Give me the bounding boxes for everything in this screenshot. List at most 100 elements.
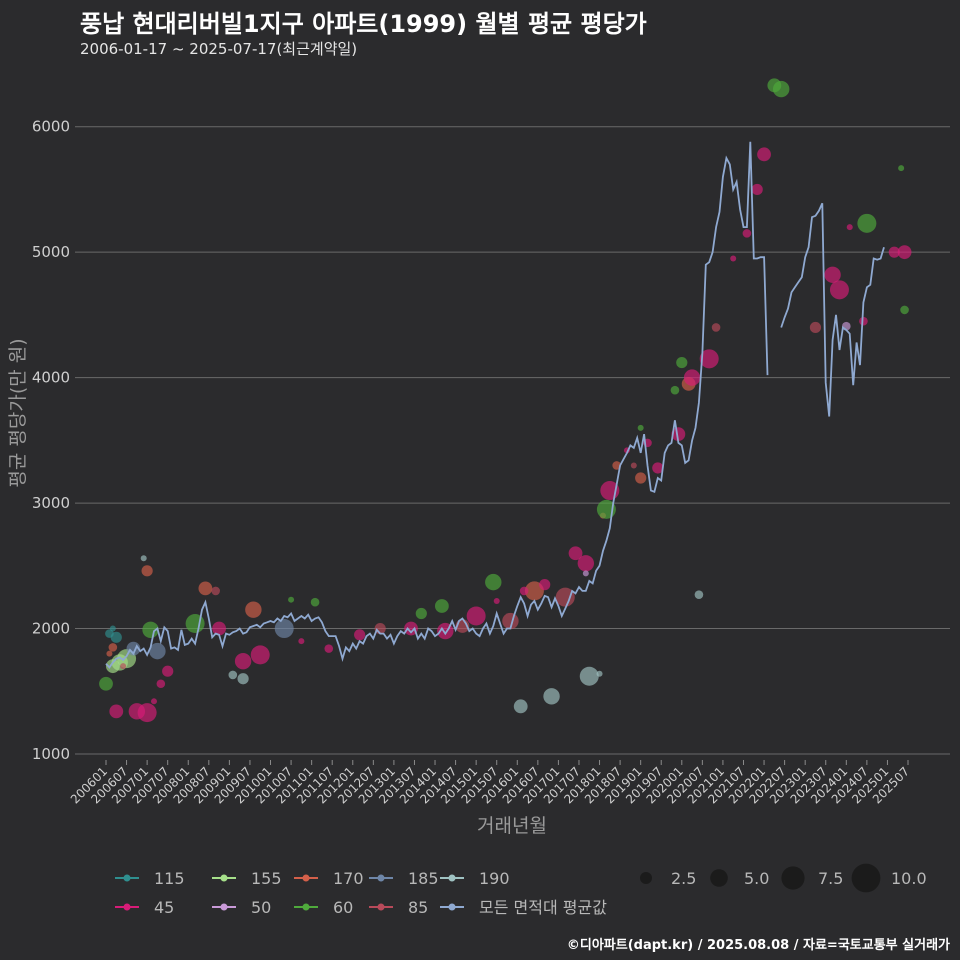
data-point (99, 676, 113, 691)
data-point (888, 246, 900, 258)
legend-dot (302, 903, 310, 911)
y-tick-label: 5000 (32, 243, 70, 261)
data-point (897, 245, 912, 260)
data-point (577, 555, 595, 572)
data-point (140, 555, 147, 562)
data-point (742, 229, 752, 238)
data-point (404, 621, 418, 636)
data-point (162, 665, 174, 677)
data-point (198, 581, 213, 596)
data-point (109, 704, 124, 719)
data-point (757, 147, 771, 162)
data-point (298, 638, 305, 645)
x-axis-label: 거래년월 (477, 815, 547, 837)
data-point (149, 642, 166, 660)
legend-dot (377, 903, 385, 911)
legend-label: 60 (333, 898, 353, 917)
data-point (141, 565, 153, 577)
y-tick-label: 1000 (32, 745, 70, 763)
data-point (274, 619, 294, 639)
data-point (555, 587, 575, 607)
y-tick-label: 4000 (32, 369, 70, 387)
size-legend-label: 10.0 (891, 869, 927, 888)
x-axis-ticks: 2006012006072007012007072008012008072009… (68, 760, 912, 807)
data-point (637, 424, 644, 431)
size-legend-label: 5.0 (744, 869, 769, 888)
y-axis-ticks: 1000 2000 3000 4000 5000 6000 (32, 118, 70, 763)
data-point (212, 621, 227, 636)
data-point (699, 349, 719, 369)
legend: 115 155 170 185 190 45 50 60 85 모든 면적대 평균값 (115, 869, 607, 917)
data-point (245, 601, 262, 618)
data-point (694, 590, 704, 599)
legend-label: 모든 면적대 평균값 (479, 898, 607, 917)
grid-lines (75, 126, 950, 755)
data-point (434, 599, 449, 613)
legend-dot (377, 874, 385, 882)
data-point (324, 644, 334, 653)
data-point (568, 546, 583, 561)
data-point (824, 266, 841, 283)
data-point (751, 183, 763, 196)
legend-label: 155 (251, 869, 282, 888)
y-tick-label: 6000 (32, 118, 70, 136)
data-point (711, 323, 721, 332)
data-point (108, 643, 118, 652)
data-point (652, 462, 664, 474)
data-point (415, 607, 427, 620)
legend-dot (220, 903, 228, 911)
legend-dot (123, 874, 131, 882)
data-point (150, 698, 157, 705)
size-legend-circle (640, 872, 652, 884)
legend-label: 50 (251, 898, 271, 917)
data-point (524, 581, 544, 601)
data-point (630, 462, 637, 469)
size-legend-label: 2.5 (671, 869, 696, 888)
legend-dot (448, 903, 456, 911)
data-point (772, 80, 790, 98)
data-point (857, 213, 877, 233)
data-point (596, 670, 603, 677)
data-point (288, 596, 295, 603)
size-legend-circle (851, 863, 881, 893)
size-legend-circle (710, 869, 728, 887)
data-point (579, 666, 599, 686)
data-point (310, 597, 320, 607)
data-point (683, 369, 701, 386)
data-point (582, 570, 589, 577)
data-point (211, 586, 220, 596)
y-tick-label: 2000 (32, 620, 70, 638)
data-point (676, 356, 688, 369)
legend-label: 185 (408, 869, 439, 888)
chart-subtitle: 2006-01-17 ~ 2025-07-17(최근계약일) (80, 40, 358, 58)
data-point (829, 280, 849, 300)
data-point (110, 631, 122, 643)
scatter-points (99, 78, 912, 723)
data-point (635, 472, 647, 484)
data-point (250, 645, 270, 665)
data-point (485, 573, 502, 591)
legend-label: 85 (408, 898, 428, 917)
y-tick-label: 3000 (32, 494, 70, 512)
data-point (539, 579, 551, 591)
data-point (120, 663, 127, 670)
data-point (466, 606, 486, 626)
y-axis-label: 평균 평당가(만 원) (7, 338, 29, 487)
data-point (185, 614, 205, 634)
legend-dot (220, 874, 228, 882)
data-point (228, 670, 238, 680)
legend-dot (448, 874, 456, 882)
data-point (106, 650, 113, 657)
legend-label: 45 (154, 898, 174, 917)
average-line (105, 141, 885, 669)
data-point (137, 703, 157, 723)
data-point (898, 165, 905, 172)
data-point (234, 652, 252, 670)
data-point (670, 385, 680, 395)
data-point (859, 316, 868, 326)
data-point (809, 321, 822, 334)
data-point (513, 699, 528, 714)
size-legend: 2.5 5.0 7.5 10.0 (640, 863, 927, 893)
data-point (237, 673, 249, 685)
